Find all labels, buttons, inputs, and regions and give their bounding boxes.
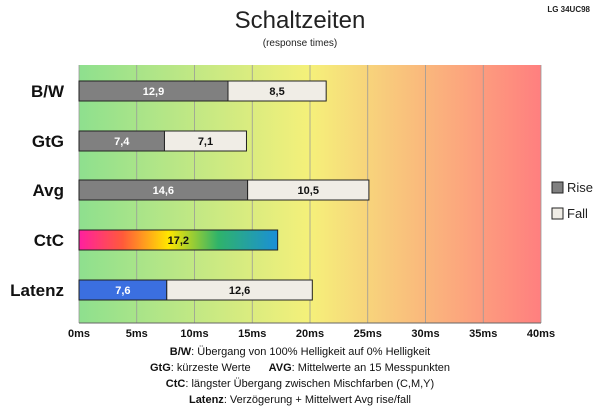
chart-subtitle: (response times) bbox=[263, 38, 337, 49]
note-ctc: CtC: längster Übergang zwischen Mischfar… bbox=[165, 378, 435, 390]
x-tick-label: 30ms bbox=[411, 328, 439, 340]
legend-label: Fall bbox=[567, 206, 588, 221]
category-label: GtG bbox=[32, 132, 64, 151]
note-bw: B/W: Übergang von 100% Helligkeit auf 0%… bbox=[169, 346, 431, 358]
legend-swatch bbox=[551, 207, 564, 220]
note-latenz: Latenz: Verzögerung + Mittelwert Avg ris… bbox=[188, 394, 412, 406]
model-label: LG 34UC98 bbox=[547, 5, 590, 14]
x-tick-label: 25ms bbox=[354, 328, 382, 340]
bars: 12,9 8,5 7,4 7,1 14,6 10,5 17,2 7,6 12,6 bbox=[78, 80, 370, 301]
category-label: Latenz bbox=[10, 281, 64, 300]
x-tick-label: 40ms bbox=[527, 328, 555, 340]
bar-label-fall: 8,5 bbox=[269, 86, 284, 98]
bar-label-rise: 12,9 bbox=[143, 86, 164, 98]
x-tick-label: 5ms bbox=[126, 328, 148, 340]
x-tick-label: 10ms bbox=[180, 328, 208, 340]
x-tick-label: 20ms bbox=[296, 328, 324, 340]
bar-label-fall: 7,1 bbox=[198, 136, 213, 148]
category-label: CtC bbox=[34, 231, 64, 250]
bar-fall bbox=[163, 130, 247, 152]
bar-label-rise: 7,4 bbox=[114, 136, 130, 148]
bar-fall bbox=[247, 179, 370, 201]
bar-label-rise: 7,6 bbox=[115, 285, 130, 297]
bar-fall bbox=[227, 80, 327, 102]
x-tick-labels: 0ms 5ms 10ms 15ms 20ms 25ms 30ms 35ms 40ms bbox=[68, 328, 555, 340]
bar-label-rise: 14,6 bbox=[153, 185, 174, 197]
x-tick-label: 15ms bbox=[238, 328, 266, 340]
category-labels: B/W GtG Avg CtC Latenz bbox=[10, 82, 65, 300]
category-label: Avg bbox=[33, 181, 65, 200]
x-tick-label: 0ms bbox=[68, 328, 90, 340]
bar-label-fall: 12,6 bbox=[229, 285, 250, 297]
notes: B/W: Übergang von 100% Helligkeit auf 0%… bbox=[0, 344, 600, 408]
note-gtg-avg: GtG: kürzeste Werte AVG: Mittelwerte an 1… bbox=[149, 362, 451, 374]
bar-label-rise: 17,2 bbox=[168, 235, 189, 247]
bar-fall bbox=[166, 279, 313, 301]
chart-title: Schaltzeiten bbox=[235, 7, 366, 34]
legend-label: Rise bbox=[567, 180, 593, 195]
x-tick-label: 35ms bbox=[469, 328, 497, 340]
bar-rise bbox=[78, 229, 279, 251]
bar-label-fall: 10,5 bbox=[298, 185, 319, 197]
legend: Rise Fall bbox=[551, 180, 593, 221]
category-label: B/W bbox=[31, 82, 65, 101]
legend-swatch bbox=[551, 181, 564, 194]
